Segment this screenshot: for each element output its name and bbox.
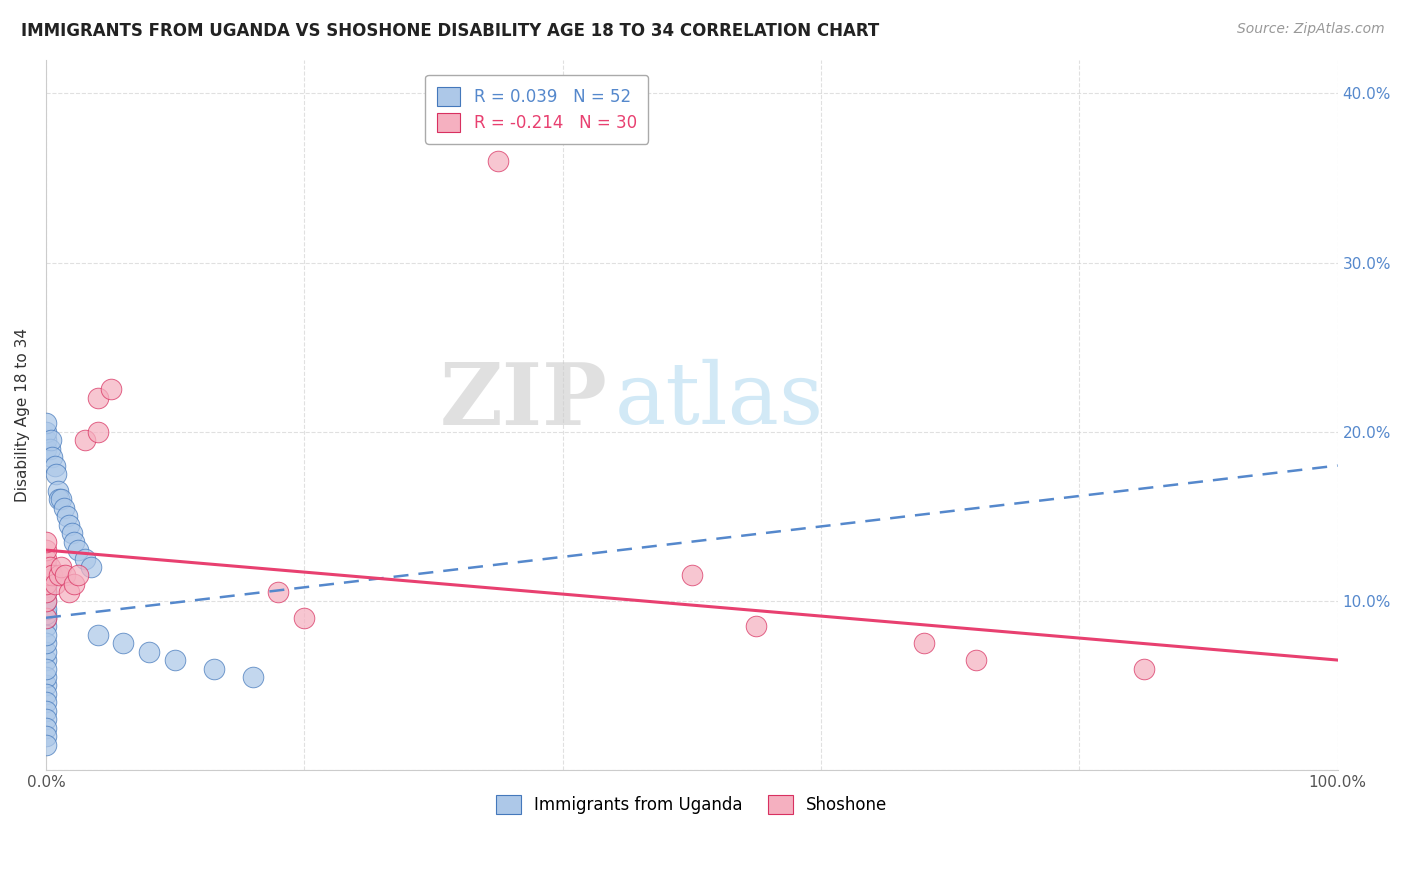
Point (73, 551, 96, 566)
Point (35, 644, 58, 658)
Point (745, 619, 768, 633)
Point (35, 594, 58, 608)
Point (138, 644, 160, 658)
Text: atlas: atlas (614, 359, 824, 442)
Point (681, 568, 703, 582)
Point (38, 442, 60, 456)
Point (35, 619, 58, 633)
Point (86, 628, 108, 642)
Point (1133, 661, 1156, 675)
Point (165, 653, 187, 667)
Point (53, 500, 76, 515)
Point (35, 670, 58, 684)
Point (35, 607, 58, 622)
Point (41, 568, 63, 582)
Point (35, 417, 58, 431)
Text: Source: ZipAtlas.com: Source: ZipAtlas.com (1237, 22, 1385, 37)
Point (35, 611, 58, 625)
Point (100, 383, 122, 397)
Point (35, 611, 58, 625)
Point (965, 653, 987, 667)
Point (45, 467, 67, 481)
Point (80, 560, 103, 574)
Point (63, 534, 86, 549)
Legend: Immigrants from Uganda, Shoshone: Immigrants from Uganda, Shoshone (485, 783, 900, 826)
Point (63, 577, 86, 591)
Point (51, 492, 73, 507)
Point (35, 653, 58, 667)
Point (35, 551, 58, 566)
Point (35, 695, 58, 709)
Point (86, 391, 108, 405)
Point (35, 585, 58, 599)
Point (48, 568, 70, 582)
Point (35, 560, 58, 574)
Point (35, 594, 58, 608)
Point (35, 628, 58, 642)
Y-axis label: Disability Age 18 to 34: Disability Age 18 to 34 (15, 327, 30, 502)
Point (292, 611, 315, 625)
Point (46, 483, 69, 498)
Text: IMMIGRANTS FROM UGANDA VS SHOSHONE DISABILITY AGE 18 TO 34 CORRELATION CHART: IMMIGRANTS FROM UGANDA VS SHOSHONE DISAB… (21, 22, 879, 40)
Point (35, 560, 58, 574)
Point (35, 442, 58, 456)
Point (35, 636, 58, 650)
Point (35, 687, 58, 701)
Point (35, 543, 58, 558)
Point (486, 154, 509, 169)
Point (267, 585, 290, 599)
Point (35, 729, 58, 743)
Point (35, 661, 58, 675)
Point (35, 574, 58, 588)
Point (35, 577, 58, 591)
Point (55, 509, 77, 524)
Point (112, 636, 135, 650)
Point (86, 425, 108, 439)
Point (53, 568, 76, 582)
Point (35, 568, 58, 582)
Point (242, 670, 264, 684)
Point (58, 517, 80, 532)
Point (73, 433, 96, 447)
Point (35, 534, 58, 549)
Point (35, 704, 58, 718)
Text: ZIP: ZIP (440, 359, 607, 442)
Point (67, 543, 90, 558)
Point (35, 721, 58, 735)
Point (35, 602, 58, 616)
Point (51, 560, 73, 574)
Point (35, 425, 58, 439)
Point (67, 568, 90, 582)
Point (48, 492, 70, 507)
Point (35, 678, 58, 692)
Point (35, 577, 58, 591)
Point (39, 433, 62, 447)
Point (35, 568, 58, 582)
Point (35, 585, 58, 599)
Point (35, 738, 58, 752)
Point (912, 636, 935, 650)
Point (44, 458, 66, 473)
Point (202, 661, 225, 675)
Point (35, 563, 58, 577)
Point (60, 526, 83, 541)
Point (38, 560, 60, 574)
Point (58, 585, 80, 599)
Point (35, 712, 58, 726)
Point (35, 580, 58, 594)
Point (44, 577, 66, 591)
Point (35, 433, 58, 447)
Point (41, 450, 63, 464)
